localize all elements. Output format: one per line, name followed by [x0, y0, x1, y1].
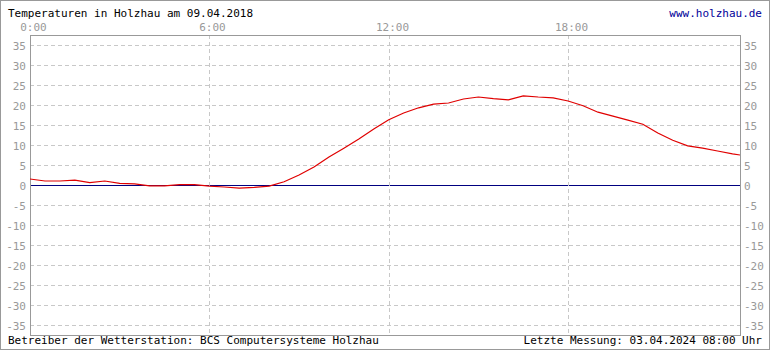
y-tick-label: -5 — [13, 200, 26, 213]
y-tick-label: -20 — [744, 260, 764, 273]
grid-line-y — [30, 205, 740, 206]
y-tick-label: -25 — [6, 280, 26, 293]
y-tick-label: 30 — [744, 60, 757, 73]
y-tick-label: -30 — [6, 300, 26, 313]
grid-line-y — [30, 45, 740, 46]
y-tick-label: -10 — [744, 220, 764, 233]
footer-left: Betreiber der Wetterstation: BCS Compute… — [8, 334, 379, 347]
grid-line-y — [30, 165, 740, 166]
y-tick-label: 20 — [13, 100, 26, 113]
y-tick-label: 15 — [744, 120, 757, 133]
grid-line-y — [30, 85, 740, 86]
y-tick-label: -15 — [6, 240, 26, 253]
website: www.holzhau.de — [669, 7, 762, 20]
y-tick-label: 25 — [13, 80, 26, 93]
y-tick-label: 35 — [13, 40, 26, 53]
grid-line-y — [30, 105, 740, 106]
y-tick-label: -15 — [744, 240, 764, 253]
chart: -35 -35 -30 -30 -25 -25 -20 -20 -15 -15 -10 -10 -5 -5… — [0, 0, 770, 350]
y-tick-label: 20 — [744, 100, 757, 113]
y-tick-label: -20 — [6, 260, 26, 273]
x-tick-label: 12:00 — [376, 21, 409, 34]
grid-line-x — [389, 35, 390, 335]
x-tick-label: 0:00 — [20, 21, 47, 34]
y-tick-label: 25 — [744, 80, 757, 93]
footer-right: Letzte Messung: 03.04.2024 08:00 Uhr — [524, 334, 763, 347]
grid-line-y — [30, 245, 740, 246]
grid-line-x — [209, 35, 210, 335]
y-tick-label: 10 — [744, 140, 757, 153]
zero-line — [30, 185, 740, 186]
y-tick-label: 5 — [19, 160, 26, 173]
grid-line-y — [30, 285, 740, 286]
y-tick-label: 35 — [744, 40, 757, 53]
y-tick-label: 0 — [19, 180, 26, 193]
grid-line-y — [30, 265, 740, 266]
y-tick-label: 30 — [13, 60, 26, 73]
plot-frame — [31, 36, 741, 336]
grid-line-y — [30, 65, 740, 66]
y-tick-label: -30 — [744, 300, 764, 313]
y-tick-label: -5 — [744, 200, 757, 213]
title: Temperaturen in Holzhau am 09.04.2018 — [8, 7, 253, 20]
background — [1, 1, 770, 350]
y-tick-label: 10 — [13, 140, 26, 153]
y-tick-label: 5 — [744, 160, 751, 173]
x-tick-label: 6:00 — [199, 21, 226, 34]
temperature-line — [30, 96, 740, 188]
y-tick-label: 0 — [744, 180, 751, 193]
grid-line-x — [568, 35, 569, 335]
y-tick-label: -25 — [744, 280, 764, 293]
grid-line-y — [30, 125, 740, 126]
grid-line-y — [30, 225, 740, 226]
y-tick-label: -35 — [6, 320, 26, 333]
y-tick-label: -35 — [744, 320, 764, 333]
y-tick-label: -10 — [6, 220, 26, 233]
y-tick-label: 15 — [13, 120, 26, 133]
grid-line-y — [30, 145, 740, 146]
grid-line-y — [30, 305, 740, 306]
x-tick-label: 18:00 — [555, 21, 588, 34]
grid-line-y — [30, 325, 740, 326]
plot-area — [30, 96, 740, 188]
